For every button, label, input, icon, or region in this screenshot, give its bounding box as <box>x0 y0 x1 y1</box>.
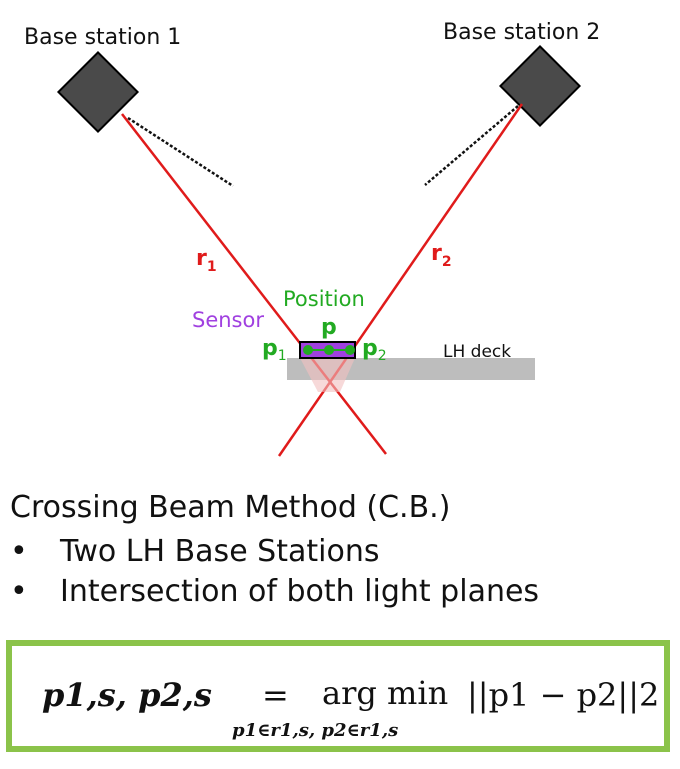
formula-objective: ||p1 − p2||2 <box>467 676 660 714</box>
bullet-item: • Intersection of both light planes <box>10 572 539 612</box>
light-plane-1 <box>127 116 234 188</box>
bullet-dot: • <box>10 574 28 609</box>
lh-deck-label: LH deck <box>443 342 511 362</box>
light-plane-2 <box>424 105 519 186</box>
ray-2-label: r2 <box>431 241 452 270</box>
base-station-2-icon <box>498 44 582 128</box>
formula-lhs: p1,s, p2,s <box>42 676 212 714</box>
p2-dot <box>345 345 355 355</box>
p1-label: p1 <box>262 336 287 364</box>
p-dot <box>324 345 334 355</box>
base-station-1-label: Base station 1 <box>24 25 181 50</box>
base-station-1-icon <box>56 50 140 134</box>
bullet-text: Two LH Base Stations <box>60 534 380 569</box>
sensor-label: Sensor <box>192 308 264 332</box>
formula-equals: = <box>262 676 289 714</box>
p2-label: p2 <box>362 336 387 364</box>
bullet-dot: • <box>10 534 28 569</box>
formula: p1,s, p2,s = arg min p1∈r1,s, p2∈r1,s ||… <box>12 646 664 746</box>
p1-dot <box>303 345 313 355</box>
formula-operator: arg min <box>322 674 449 712</box>
bullet-item: • Two LH Base Stations <box>10 532 539 572</box>
bullet-list: • Two LH Base Stations • Intersection of b… <box>10 532 539 612</box>
beam-shadow <box>300 358 355 392</box>
position-label: Position <box>283 287 365 311</box>
formula-box: p1,s, p2,s = arg min p1∈r1,s, p2∈r1,s ||… <box>6 640 670 752</box>
crossing-beam-diagram: Base station 1 Base station 2 r1 r2 Posi… <box>24 20 600 457</box>
base-station-2-label: Base station 2 <box>443 20 600 45</box>
ray-2 <box>277 103 524 457</box>
method-heading: Crossing Beam Method (C.B.) <box>10 490 451 525</box>
p-label: p <box>321 315 337 340</box>
formula-constraint: p1∈r1,s, p2∈r1,s <box>232 720 399 741</box>
bullet-text: Intersection of both light planes <box>60 574 540 609</box>
ray-1 <box>121 113 387 455</box>
ray-1-label: r1 <box>196 246 217 275</box>
